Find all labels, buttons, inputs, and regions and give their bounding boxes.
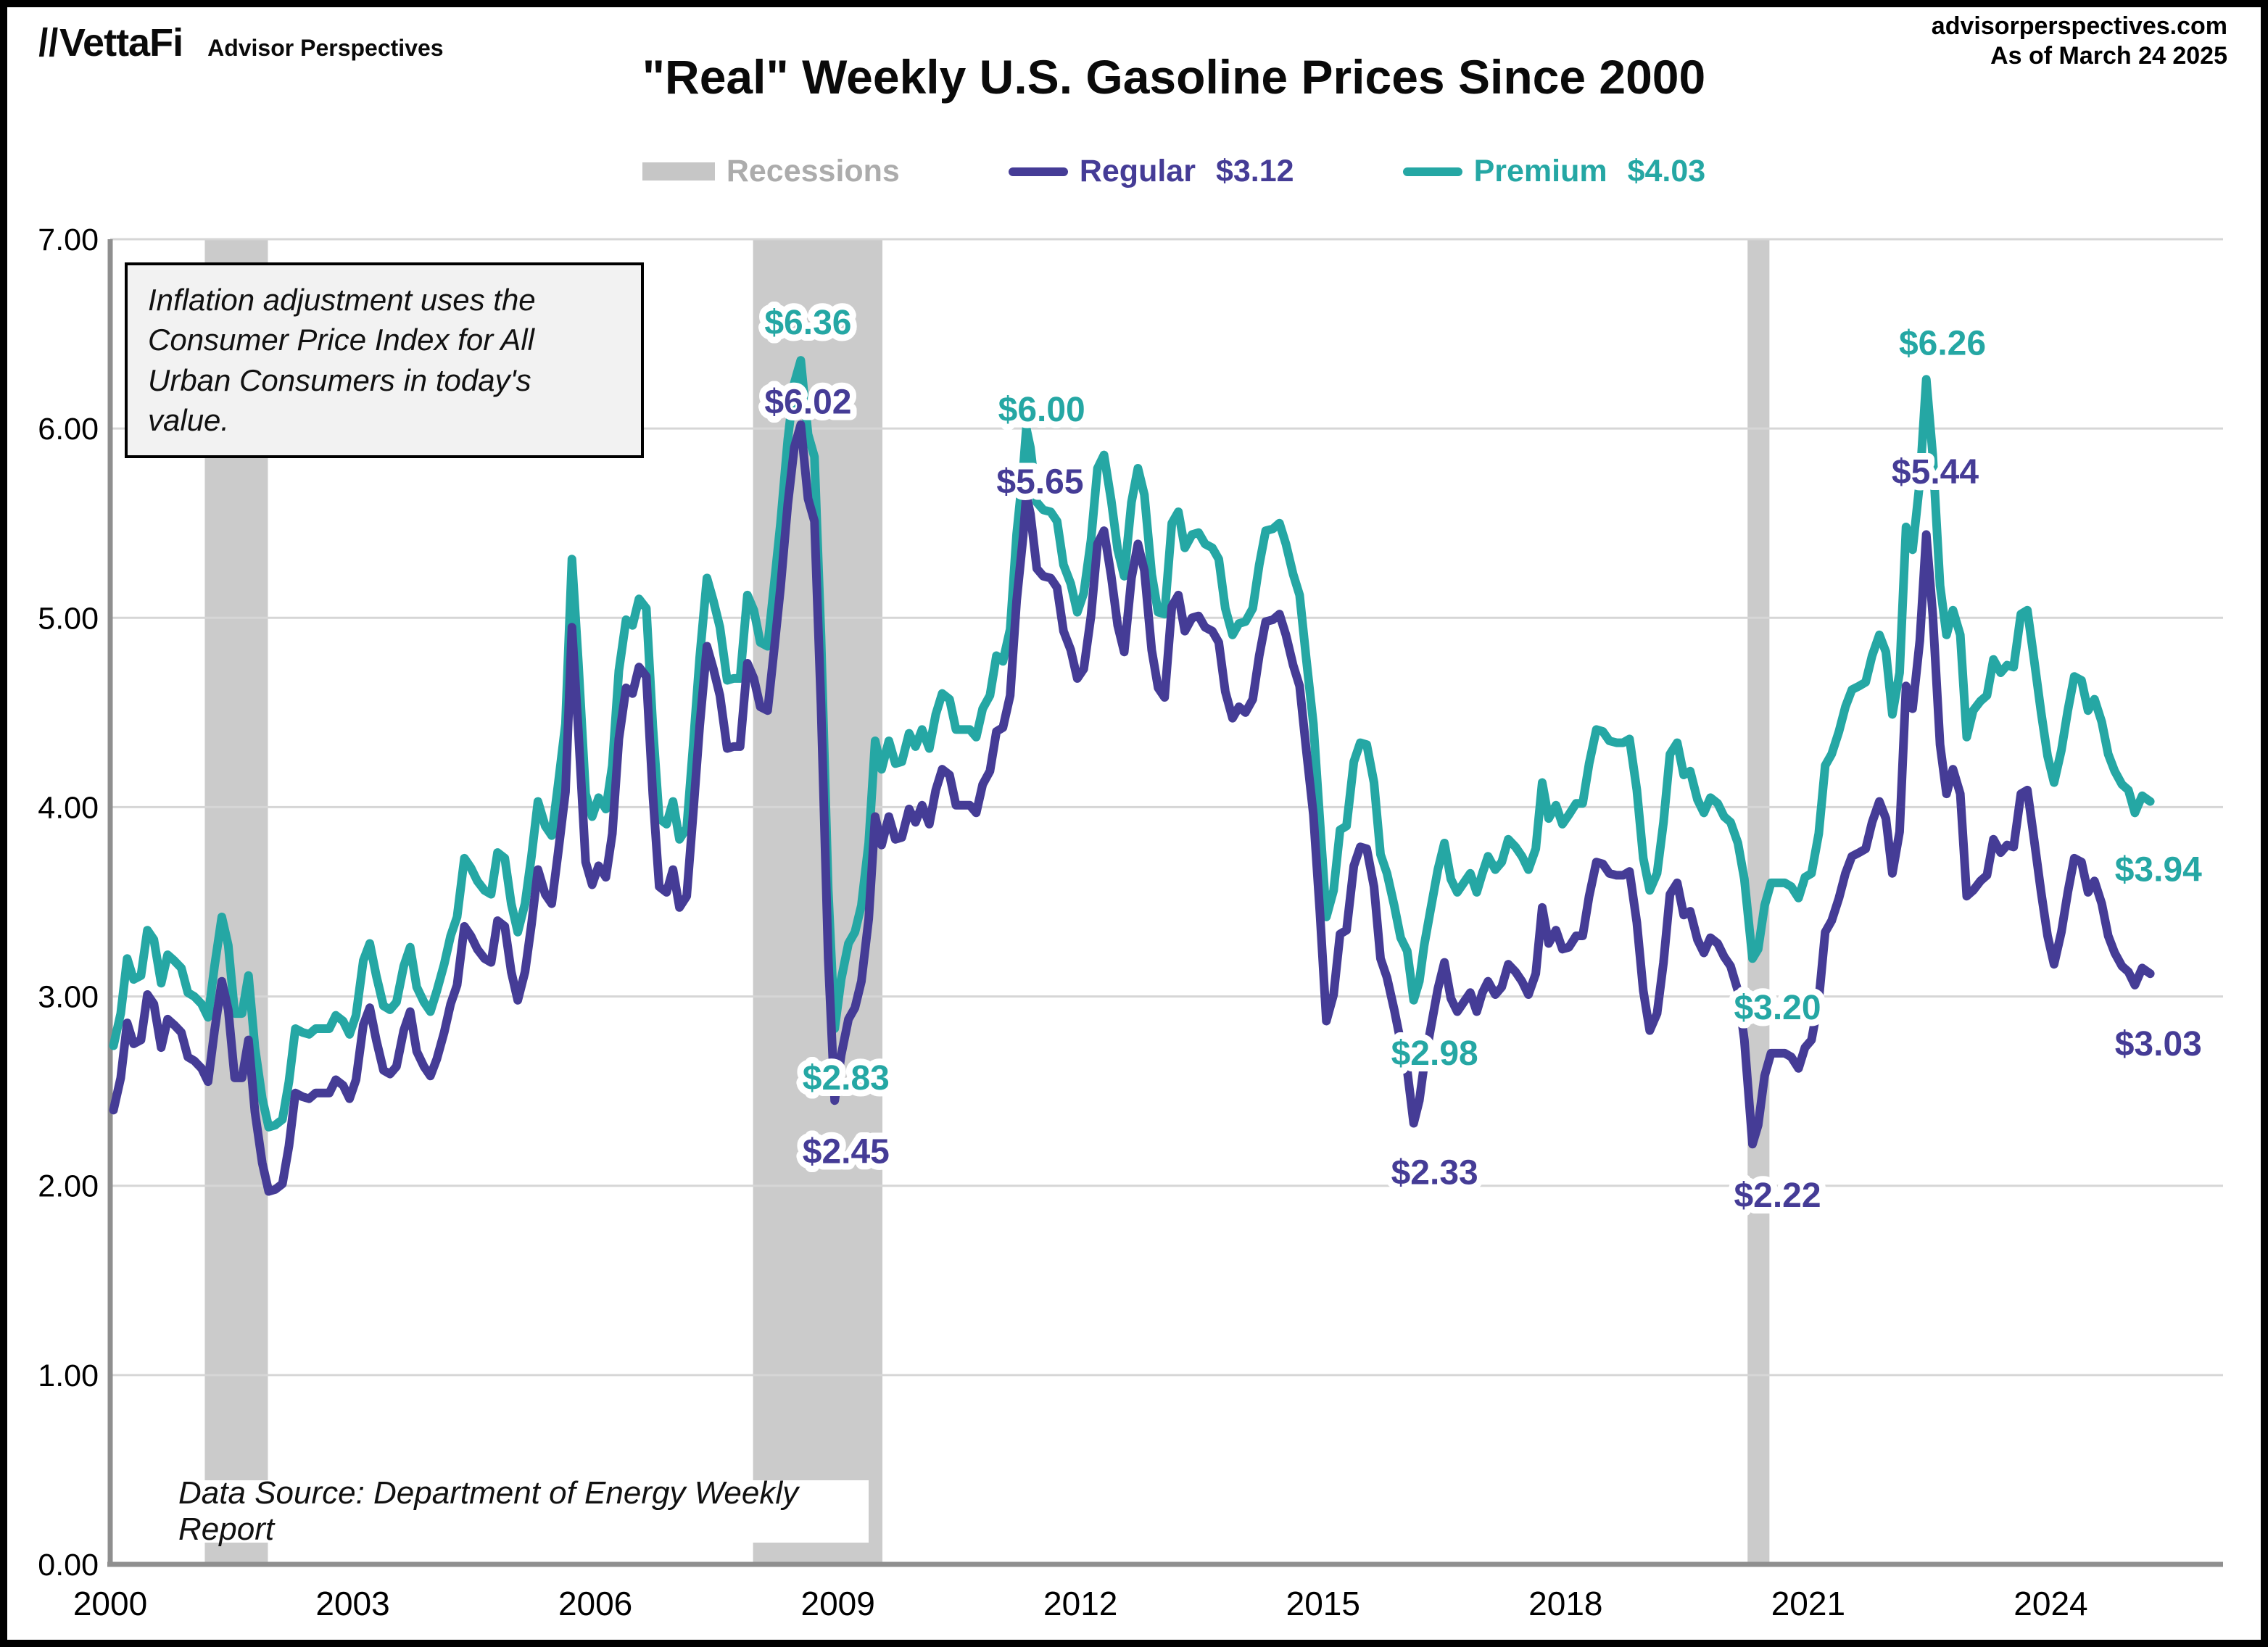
premium-line [109,356,2155,1132]
x-tick-label: 2015 [1286,1585,1360,1622]
regular-line-swatch [1008,167,1068,176]
price-annotation: $3.94 [2115,851,2202,889]
brand-subtitle: Advisor Perspectives [207,35,444,61]
regular-line [109,420,2155,1196]
x-tick-label: 2012 [1043,1585,1117,1622]
y-tick-label: 6.00 [38,412,99,447]
brand-header: \\VettaFi Advisor Perspectives [30,20,444,65]
y-tick-label: 7.00 [38,223,99,257]
y-tick-label: 3.00 [38,980,99,1015]
recession-legend-label: Recessions [726,154,900,188]
price-annotation: $6.26 [1899,325,1986,363]
price-annotation: $2.45 [803,1133,890,1171]
price-annotation: $3.03 [2115,1025,2202,1063]
legend-item-regular: Regular $3.12 [1008,154,1294,189]
x-tick-label: 2018 [1528,1585,1602,1622]
price-annotation: $6.02 [764,383,851,422]
source-header: advisorperspectives.com As of March 24 2… [1932,12,2227,71]
inflation-note: Inflation adjustment uses the Consumer P… [125,262,644,458]
regular-latest-value: $3.12 [1215,154,1294,188]
recession-band [204,239,268,1564]
premium-line-swatch [1402,167,1462,176]
y-tick-label: 2.00 [38,1169,99,1204]
y-tick-label: 0.00 [38,1548,99,1582]
legend-item-recessions: Recessions [642,154,900,189]
data-source-note: Data Source: Department of Energy Weekly… [142,1475,869,1547]
x-tick-label: 2003 [315,1585,389,1622]
y-tick-label: 1.00 [38,1358,99,1393]
price-annotation: $3.20 [1734,989,1821,1027]
premium-latest-value: $4.03 [1627,154,1706,188]
x-tick-label: 2024 [2014,1585,2087,1622]
premium-legend-label: Premium [1473,154,1607,188]
price-annotation: $6.00 [998,391,1085,429]
vettafi-logo: \\VettaFi [30,21,183,65]
price-annotation: $2.83 [803,1059,890,1098]
chart-title: "Real" Weekly U.S. Gasoline Prices Since… [642,50,1706,104]
legend-item-premium: Premium $4.03 [1402,154,1706,189]
legend: Recessions Regular $3.12 Premium $4.03 [0,154,2268,189]
website-text: advisorperspectives.com [1931,12,2227,40]
price-annotation: $6.36 [764,304,851,342]
as-of-date: As of March 24 2025 [1990,41,2227,70]
price-annotation: $5.44 [1892,453,1979,491]
regular-legend-label: Regular [1079,154,1196,188]
y-tick-label: 4.00 [38,790,99,825]
price-annotation: $5.65 [996,462,1083,501]
y-tick-label: 5.00 [38,601,99,636]
x-tick-label: 2000 [73,1585,147,1622]
price-annotation: $2.98 [1391,1034,1478,1073]
x-tick-label: 2021 [1771,1585,1845,1622]
x-tick-label: 2009 [801,1585,875,1622]
price-annotation: $2.33 [1391,1153,1478,1192]
price-annotation: $2.22 [1734,1177,1821,1215]
logo-text: VettaFi [59,21,183,65]
recession-swatch [642,162,715,181]
x-tick-label: 2006 [558,1585,632,1622]
